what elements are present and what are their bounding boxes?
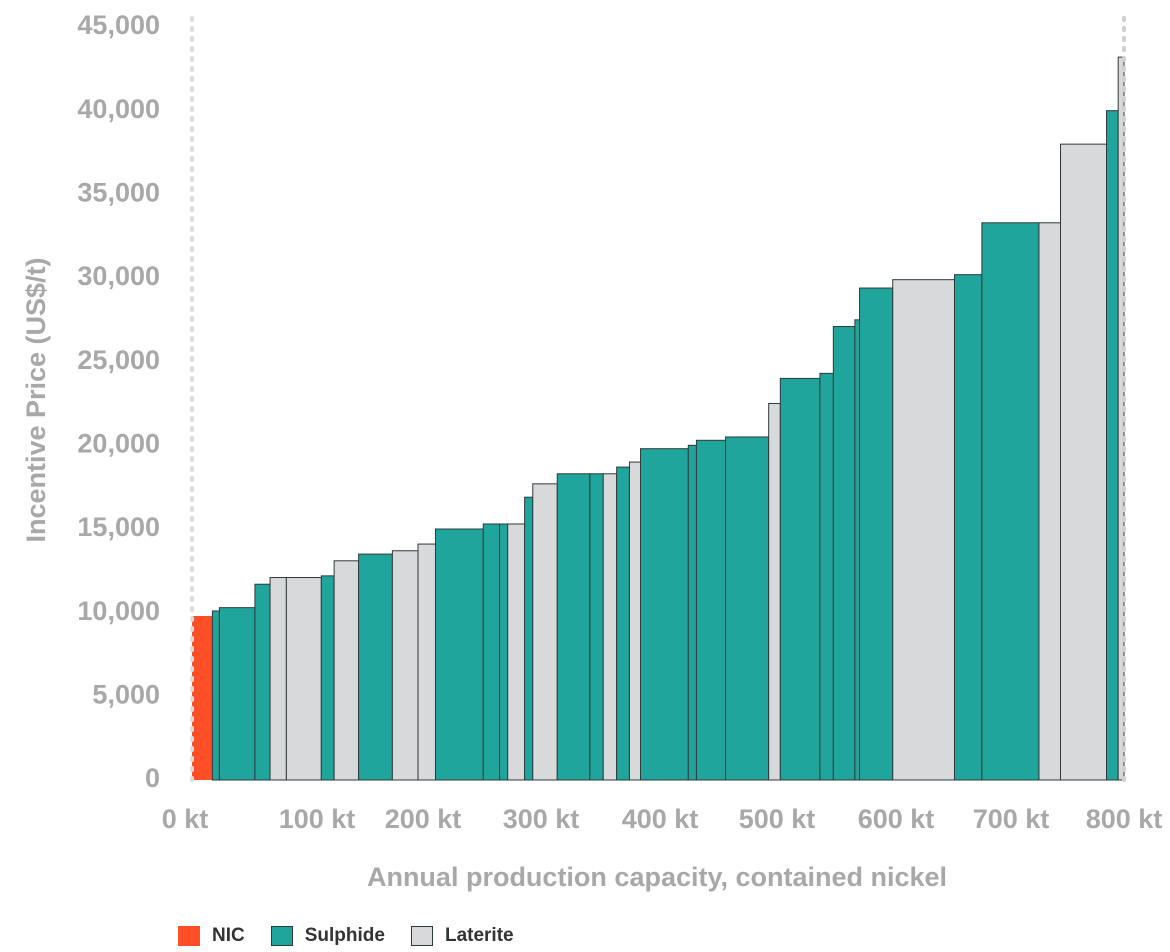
x-tick-label: 0 kt (162, 804, 209, 834)
y-tick-label: 0 (145, 763, 160, 793)
legend-label: Sulphide (304, 925, 385, 946)
legend-item-laterite: Laterite (410, 925, 514, 947)
bar-laterite-36 (1038, 222, 1062, 781)
bar-laterite-20 (602, 473, 618, 781)
bar-laterite-22 (628, 461, 642, 781)
y-tick-label: 35,000 (77, 177, 160, 207)
bar-sulphide-13 (482, 523, 501, 781)
bar-sulphide-19 (589, 473, 604, 781)
bars-group (192, 56, 1125, 781)
bar-laterite-37 (1060, 143, 1108, 781)
legend-swatch (410, 926, 433, 946)
legend-label: NIC (212, 925, 245, 946)
x-tick-label: 700 kt (973, 804, 1050, 834)
y-tick-label: 10,000 (77, 596, 160, 626)
bar-sulphide-14 (499, 523, 509, 781)
x-tick-label: 800 kt (1086, 804, 1163, 834)
bar-sulphide-35 (981, 222, 1040, 781)
bar-sulphide-30 (832, 326, 856, 781)
x-tick-labels: 0 kt 100 kt 200 kt 300 kt 400 kt 500 kt 600 kt… (162, 804, 1163, 834)
bar-sulphide-31 (854, 319, 861, 781)
bar-laterite-10 (391, 550, 419, 781)
bar-laterite-11 (417, 543, 436, 781)
bar-sulphide-23 (640, 448, 689, 781)
x-tick-label: 500 kt (739, 804, 816, 834)
y-tick-label: 20,000 (77, 428, 160, 458)
bar-sulphide-34 (953, 274, 983, 781)
bar-laterite-17 (532, 483, 558, 781)
bar-sulphide-38 (1106, 110, 1119, 781)
bar-sulphide-25 (695, 439, 727, 781)
bar-sulphide-9 (358, 553, 393, 781)
bar-nic-1 (192, 616, 213, 780)
x-tick-label: 300 kt (503, 804, 580, 834)
bar-laterite-33 (892, 279, 955, 781)
bar-sulphide-4 (254, 583, 271, 781)
bar-laterite-27 (768, 403, 781, 781)
bar-sulphide-18 (556, 473, 591, 781)
y-tick-label: 30,000 (77, 261, 160, 291)
legend-item-nic: NIC (178, 925, 245, 947)
legend-swatch (178, 926, 200, 946)
cost-curve-chart: 0 5,000 10,000 15,000 20,000 25,000 30,000 35,0… (21, 10, 1163, 892)
y-tick-label: 25,000 (77, 345, 160, 375)
bar-laterite-8 (333, 560, 360, 781)
bar-laterite-6 (285, 577, 322, 781)
bar-sulphide-2 (211, 610, 220, 781)
y-tick-label: 45,000 (77, 10, 160, 40)
bar-sulphide-7 (320, 575, 335, 781)
x-tick-label: 400 kt (622, 804, 699, 834)
bar-sulphide-24 (687, 444, 697, 781)
x-tick-label: 200 kt (385, 804, 462, 834)
y-tick-labels: 0 5,000 10,000 15,000 20,000 25,000 30,000 35,0… (77, 10, 160, 793)
bar-sulphide-3 (218, 607, 256, 781)
legend-item-sulphide: Sulphide (270, 925, 385, 947)
y-tick-label: 40,000 (77, 94, 160, 124)
bar-sulphide-28 (779, 377, 821, 781)
bar-sulphide-21 (616, 466, 630, 781)
legend: NIC Sulphide Laterite (178, 925, 540, 947)
bar-sulphide-26 (725, 436, 770, 781)
bar-laterite-15 (507, 523, 526, 781)
bar-sulphide-12 (434, 528, 484, 781)
y-axis-title: Incentive Price (US$/t) (21, 257, 51, 542)
bar-laterite-5 (269, 577, 287, 781)
x-tick-label: 100 kt (279, 804, 356, 834)
x-axis-title: Annual production capacity, contained ni… (367, 862, 947, 892)
legend-label: Laterite (444, 925, 514, 946)
x-tick-label: 600 kt (858, 804, 935, 834)
bar-sulphide-29 (819, 372, 834, 781)
legend-swatch (270, 926, 293, 946)
y-tick-label: 5,000 (92, 679, 160, 709)
y-tick-label: 15,000 (77, 512, 160, 542)
bar-sulphide-32 (859, 287, 894, 781)
bar-sulphide-16 (524, 496, 534, 781)
